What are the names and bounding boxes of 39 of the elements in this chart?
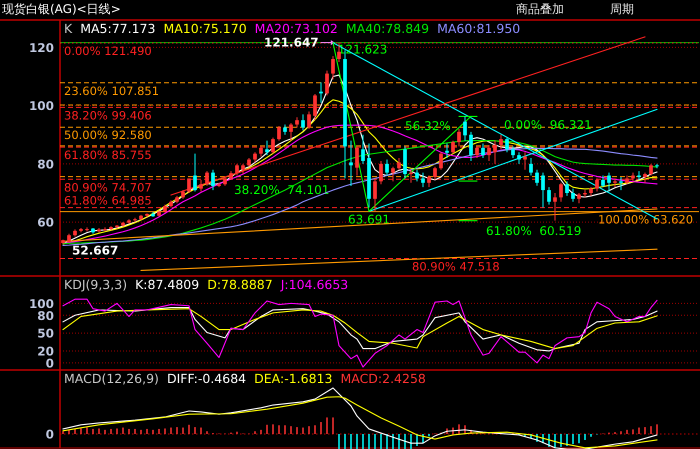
ref-line-label: 80.90% 74.707 [64, 180, 152, 194]
y-tick-label: 100 [28, 296, 54, 311]
text: 商品叠加 [516, 2, 564, 16]
text: MA5:77.173 [80, 21, 156, 36]
series-label: DEA:-1.6813 [254, 371, 332, 386]
y-tick-label: 80 [37, 308, 54, 323]
series-label: J:104.6653 [280, 277, 348, 292]
ref-line-label: 80.90% 47.518 [412, 259, 500, 274]
y-tick-label: 0 [46, 356, 54, 370]
series-label: DIFF:-0.4684 [166, 371, 246, 386]
ref-line-label: 23.60% 107.851 [64, 84, 160, 98]
chart-title: KDJ(9,3,3) [64, 277, 128, 292]
ref-line-label: 0.00% 121.490 [64, 44, 152, 58]
annotation: 52.667 [72, 243, 118, 258]
y-tick-label: 60 [37, 216, 54, 230]
annotation: 61.80% 60.519 [486, 224, 582, 238]
ref-line-label: 50.00% 92.580 [64, 128, 152, 142]
y-tick-label: 80 [37, 157, 54, 172]
ref-line-label: 38.20% 99.406 [64, 108, 152, 122]
y-tick-label: 20 [37, 344, 54, 358]
ref-line-label: 100.00% 63.620 [598, 212, 694, 227]
annotation: 63.691 [348, 212, 390, 226]
ref-line-label: 61.80% 85.755 [64, 148, 152, 162]
text: MA10:75.170 [163, 21, 247, 36]
y-tick-label: 100 [28, 99, 54, 114]
ref-line-label: 61.80% 64.985 [64, 194, 152, 208]
legend-title: K [64, 21, 73, 36]
chart-title: 现货白银(AG)<日线> [2, 2, 121, 16]
series-label: K:87.4809 [135, 277, 200, 292]
text: MA60:81.950 [437, 21, 520, 36]
text: MACD:2.4258 [340, 371, 426, 386]
y-tick-label: 120 [28, 40, 54, 55]
series-label: D:78.8887 [207, 277, 273, 292]
text: MA40:78.849 [346, 21, 430, 36]
y-tick-label: 50 [37, 326, 54, 341]
chart-title: MACD(12,26,9) [64, 371, 159, 386]
text: MA20:73.102 [254, 21, 338, 36]
annotation: 38.20% 74.101 [234, 183, 330, 197]
text: 周期 [610, 2, 634, 16]
